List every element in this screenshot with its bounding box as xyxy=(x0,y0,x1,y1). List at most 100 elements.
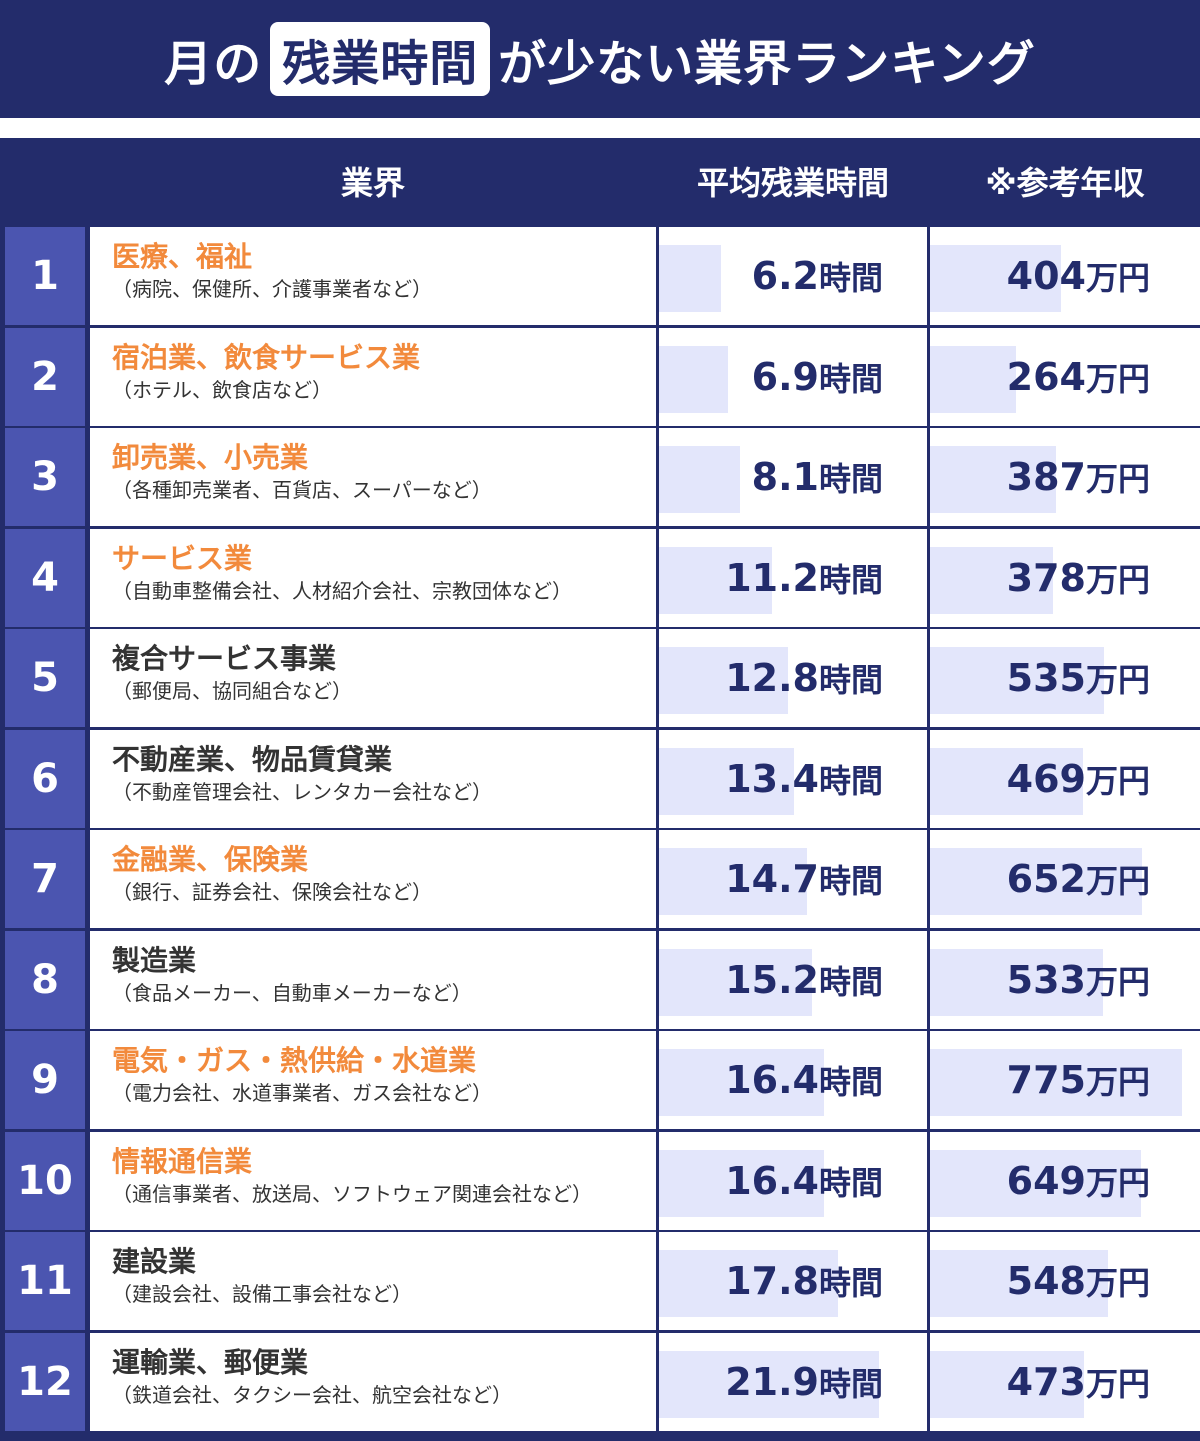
hours-unit: 時間 xyxy=(818,460,883,498)
salary-bar xyxy=(930,748,1083,815)
industry-cell: 運輸業、郵便業 （鉄道会社、タクシー会社、航空会社など） xyxy=(90,1333,656,1431)
hours-unit: 時間 xyxy=(818,762,883,800)
salary-cell: 264 万円 xyxy=(930,328,1200,426)
salary-bar xyxy=(930,949,1103,1016)
industry-name: 運輸業、郵便業 xyxy=(112,1346,309,1379)
salary-label: 264 万円 xyxy=(1007,328,1150,426)
hours-label: 8.1 時間 xyxy=(752,428,883,526)
hours-label: 17.8 時間 xyxy=(725,1232,883,1330)
rank-cell: 6 xyxy=(5,730,85,828)
hours-label: 12.8 時間 xyxy=(725,629,883,727)
hours-bar xyxy=(659,1250,838,1317)
rank-cell: 3 xyxy=(5,428,85,526)
hours-unit: 時間 xyxy=(818,360,883,398)
hours-value: 14.7 xyxy=(725,857,819,901)
hours-label: 13.4 時間 xyxy=(725,730,883,828)
rank-cell: 1 xyxy=(5,227,85,325)
hours-label: 6.2 時間 xyxy=(752,227,883,325)
hours-unit: 時間 xyxy=(818,1063,883,1101)
salary-cell: 469 万円 xyxy=(930,730,1200,828)
salary-unit: 万円 xyxy=(1085,661,1150,699)
salary-unit: 万円 xyxy=(1085,1164,1150,1202)
hours-bar xyxy=(659,1049,824,1116)
rank-cell: 7 xyxy=(5,830,85,928)
salary-bar xyxy=(930,1049,1182,1116)
salary-cell: 535 万円 xyxy=(930,629,1200,727)
salary-bar xyxy=(930,547,1053,614)
salary-value: 775 xyxy=(1006,1058,1086,1102)
header-salary: ※参考年収 xyxy=(930,138,1200,224)
industry-cell: 不動産業、物品賃貸業 （不動産管理会社、レンタカー会社など） xyxy=(90,730,656,828)
salary-label: 652 万円 xyxy=(1007,830,1150,928)
industry-examples: （食品メーカー、自動車メーカーなど） xyxy=(112,981,472,1005)
rank-cell: 11 xyxy=(5,1232,85,1330)
salary-unit: 万円 xyxy=(1085,1264,1150,1302)
salary-value: 378 xyxy=(1006,556,1086,600)
industry-cell: 金融業、保険業 （銀行、証券会社、保険会社など） xyxy=(90,830,656,928)
salary-cell: 404 万円 xyxy=(930,227,1200,325)
industry-name: 複合サービス事業 xyxy=(112,642,337,675)
salary-unit: 万円 xyxy=(1085,963,1150,1001)
hours-label: 14.7 時間 xyxy=(725,830,883,928)
rank-cell: 8 xyxy=(5,931,85,1029)
hours-bar xyxy=(659,748,794,815)
hours-cell: 11.2 時間 xyxy=(659,529,927,627)
hours-label: 16.4 時間 xyxy=(725,1031,883,1129)
hours-bar xyxy=(659,446,740,513)
title-highlight: 残業時間 xyxy=(270,22,491,96)
salary-value: 649 xyxy=(1006,1159,1086,1203)
industry-examples: （各種卸売業者、百貨店、スーパーなど） xyxy=(112,478,492,502)
hours-cell: 14.7 時間 xyxy=(659,830,927,928)
industry-examples: （建設会社、設備工事会社など） xyxy=(112,1282,412,1306)
salary-value: 548 xyxy=(1006,1259,1086,1303)
salary-cell: 533 万円 xyxy=(930,931,1200,1029)
industry-examples: （銀行、証券会社、保険会社など） xyxy=(112,880,432,904)
salary-value: 264 xyxy=(1006,355,1086,399)
salary-value: 473 xyxy=(1006,1360,1086,1404)
hours-bar xyxy=(659,346,728,413)
salary-cell: 652 万円 xyxy=(930,830,1200,928)
hours-cell: 6.9 時間 xyxy=(659,328,927,426)
industry-cell: 卸売業、小売業 （各種卸売業者、百貨店、スーパーなど） xyxy=(90,428,656,526)
hours-value: 16.4 xyxy=(725,1058,819,1102)
hours-value: 15.2 xyxy=(725,958,819,1002)
hours-value: 6.9 xyxy=(751,355,819,399)
salary-bar xyxy=(930,245,1061,312)
industry-examples: （郵便局、協同組合など） xyxy=(112,679,352,703)
salary-cell: 378 万円 xyxy=(930,529,1200,627)
industry-examples: （電力会社、水道事業者、ガス会社など） xyxy=(112,1081,492,1105)
hours-value: 21.9 xyxy=(725,1360,819,1404)
title-post: が少ない業界ランキング xyxy=(498,36,1036,92)
salary-value: 469 xyxy=(1006,757,1086,801)
industry-cell: サービス業 （自動車整備会社、人材紹介会社、宗教団体など） xyxy=(90,529,656,627)
salary-label: 387 万円 xyxy=(1007,428,1150,526)
industry-cell: 電気・ガス・熱供給・水道業 （電力会社、水道事業者、ガス会社など） xyxy=(90,1031,656,1129)
industry-cell: 建設業 （建設会社、設備工事会社など） xyxy=(90,1232,656,1330)
salary-unit: 万円 xyxy=(1085,460,1150,498)
hours-bar xyxy=(659,1351,879,1418)
hours-cell: 8.1 時間 xyxy=(659,428,927,526)
rank-cell: 5 xyxy=(5,629,85,727)
salary-bar xyxy=(930,1150,1141,1217)
hours-unit: 時間 xyxy=(818,561,883,599)
hours-cell: 13.4 時間 xyxy=(659,730,927,828)
page-title: 月の 残業時間 が少ない業界ランキング xyxy=(0,0,1200,118)
salary-label: 469 万円 xyxy=(1007,730,1150,828)
industry-name: 医療、福祉 xyxy=(112,240,253,273)
salary-label: 649 万円 xyxy=(1007,1132,1150,1230)
industry-cell: 複合サービス事業 （郵便局、協同組合など） xyxy=(90,629,656,727)
industry-name: 情報通信業 xyxy=(112,1145,253,1178)
hours-value: 8.1 xyxy=(751,455,819,499)
hours-cell: 16.4 時間 xyxy=(659,1031,927,1129)
salary-cell: 473 万円 xyxy=(930,1333,1200,1431)
hours-bar xyxy=(659,245,721,312)
hours-cell: 21.9 時間 xyxy=(659,1333,927,1431)
salary-value: 387 xyxy=(1006,455,1086,499)
industry-cell: 宿泊業、飲食サービス業 （ホテル、飲食店など） xyxy=(90,328,656,426)
industry-name: 製造業 xyxy=(112,944,197,977)
salary-label: 378 万円 xyxy=(1007,529,1150,627)
industry-examples: （病院、保健所、介護事業者など） xyxy=(112,277,432,301)
industry-examples: （鉄道会社、タクシー会社、航空会社など） xyxy=(112,1383,512,1407)
hours-unit: 時間 xyxy=(818,259,883,297)
salary-cell: 775 万円 xyxy=(930,1031,1200,1129)
